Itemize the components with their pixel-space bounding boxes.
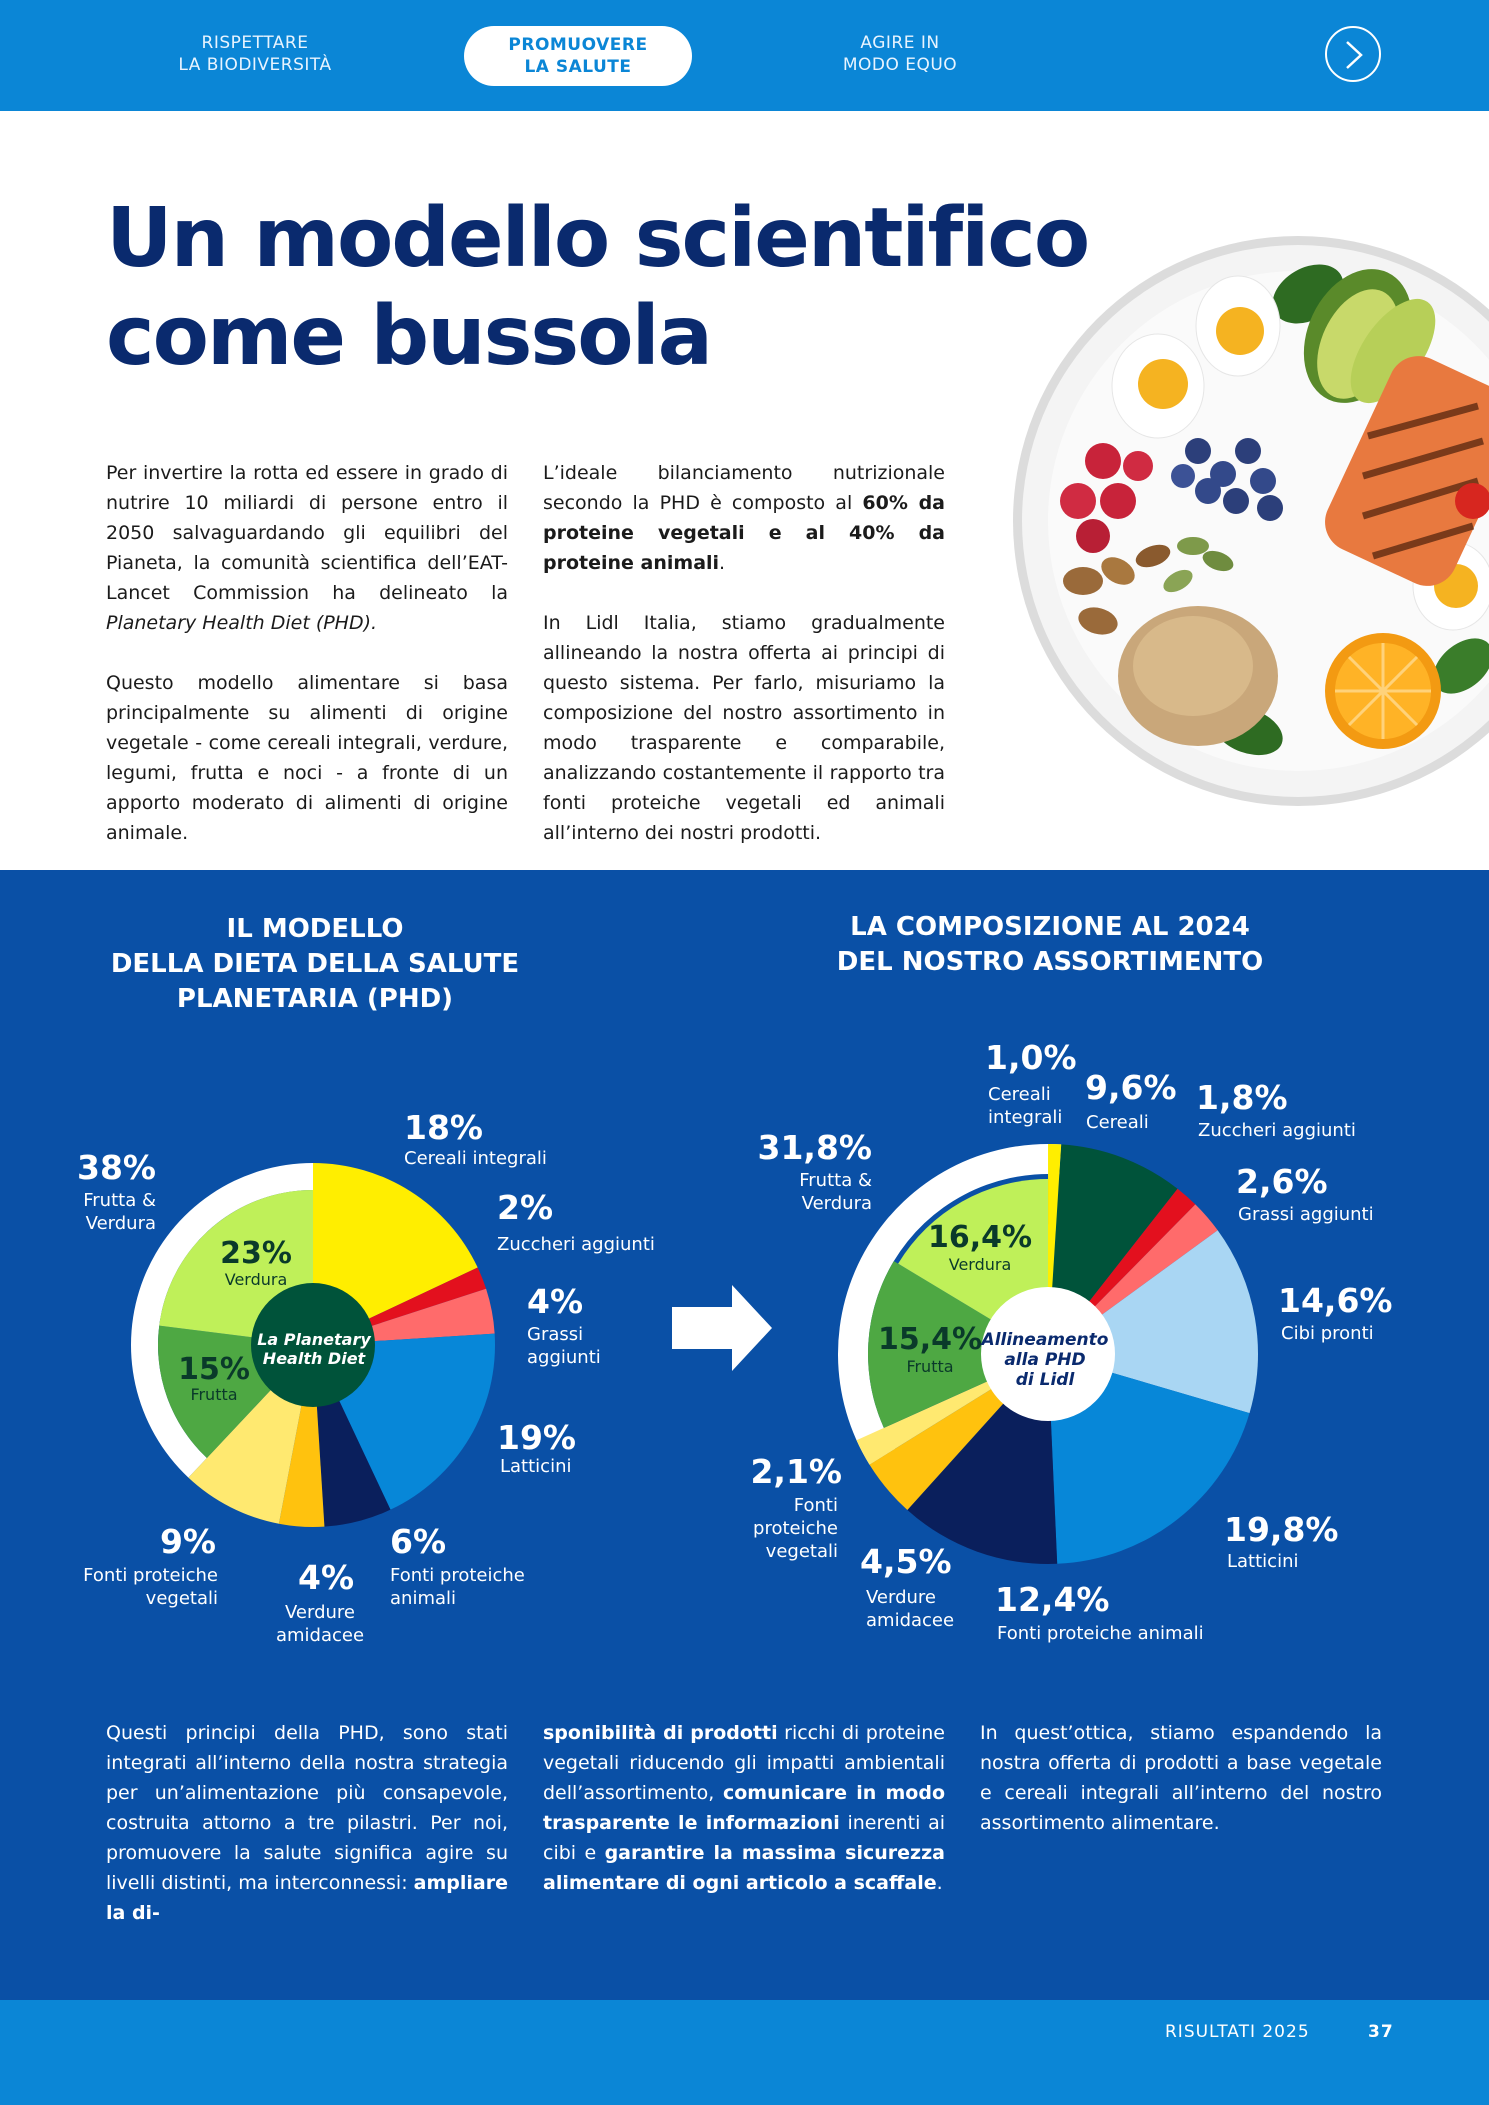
inner-label-verdura: Verdura — [224, 1270, 288, 1289]
chart-2-title: LA COMPOSIZIONE AL 2024 DEL NOSTRO ASSOR… — [836, 912, 1264, 977]
intro-paragraph: Questo modello alimentare si basa princi… — [106, 672, 508, 844]
bottom-column-1: Questi principi della PHD, sono stati in… — [106, 1722, 508, 1924]
slice-label-cibi-pronti-2024: Cibi pronti — [1281, 1323, 1374, 1344]
pct-label-grassi-aggiunti: 4% — [527, 1282, 584, 1321]
chart-1-center-label: La Planetary Health Diet — [257, 1330, 371, 1368]
pct-label-cereali-integrali: 18% — [404, 1108, 483, 1147]
bottom-column-3: In quest’ottica, stiamo espandendo la no… — [980, 1722, 1382, 1834]
pct-label-fonti-proteiche-vegetali: 9% — [159, 1522, 216, 1561]
slice-label-zuccheri-2024: Zuccheri aggiunti — [1198, 1120, 1356, 1141]
slice-label-cereali-integrali: Cereali integrali — [404, 1148, 547, 1169]
page-title: Un modello scientifico come bussola — [106, 191, 1090, 384]
pct-label-zuccheri-2024: 1,8% — [1196, 1078, 1288, 1117]
chevron-right-icon — [1346, 41, 1363, 69]
pct-label-amidacee-2024: 4,5% — [860, 1542, 952, 1581]
tab-promuovere-la-salute[interactable]: PROMUOVERE LA SALUTE — [464, 26, 692, 86]
pie-group-ring-frutta-verdura — [838, 1144, 1062, 1465]
slice-label-zuccheri-aggiunti: Zuccheri aggiunti — [497, 1234, 655, 1255]
tab-rispettare-la-biodiversita[interactable]: RISPETTARE LA BIODIVERSITÀ — [178, 33, 332, 75]
footer-section-label: RISULTATI 2025 — [1165, 2022, 1310, 2042]
pct-label-zuccheri-aggiunti: 2% — [497, 1188, 554, 1227]
pie-center-disc — [251, 1283, 375, 1407]
intro-paragraph: L’ideale bilanciamento nutrizionale seco… — [543, 462, 945, 574]
chart-1-title: IL MODELLO DELLA DIETA DELLA SALUTE PLAN… — [110, 914, 520, 1014]
intro-column-1: Per invertire la rotta ed essere in grad… — [106, 458, 508, 878]
inner-label-verdura-2024: Verdura — [948, 1255, 1012, 1274]
chart-2-center-label: Allineamento alla PHD di Lidl — [981, 1330, 1109, 1390]
slice-label-grassi-aggiunti: Grassi aggiunti — [527, 1324, 601, 1368]
pct-label-cereali-integrali-2024: 1,0% — [985, 1038, 1077, 1077]
intro-paragraph: In Lidl Italia, stiamo gradualmente alli… — [543, 612, 945, 844]
slice-label-cereali-integrali-2024: Cereali integrali — [988, 1084, 1063, 1128]
page-footer — [0, 2000, 1489, 2105]
pct-label-latticini: 19% — [497, 1418, 576, 1457]
slice-label-cereali-2024: Cereali — [1086, 1112, 1149, 1133]
tab-agire-in-modo-equo[interactable]: AGIRE IN MODO EQUO — [842, 33, 958, 75]
intro-paragraph: Per invertire la rotta ed essere in grad… — [106, 462, 508, 634]
pct-label-cereali-2024: 9,6% — [1085, 1068, 1177, 1107]
slice-label-frutta-verdura: Frutta & Verdura — [83, 1190, 156, 1234]
slice-label-animali-2024: Fonti proteiche animali — [997, 1623, 1204, 1644]
slice-label-fonti-proteiche-vegetali: Fonti proteiche vegetali — [83, 1565, 218, 1609]
slice-label-vegetali-2024: Fonti proteiche vegetali — [753, 1495, 838, 1562]
inner-pct-frutta-2024: 15,4% — [877, 1322, 983, 1357]
inner-pct-verdura-2024: 16,4% — [927, 1220, 1033, 1255]
arrow-right-icon — [672, 1285, 772, 1371]
pct-label-fonti-proteiche-animali: 6% — [390, 1522, 447, 1561]
slice-label-fonti-proteiche-animali: Fonti proteiche animali — [390, 1565, 525, 1609]
pie-slice-latticini — [1048, 1354, 1250, 1564]
slice-label-frutta-verdura-2024: Frutta & Verdura — [799, 1170, 872, 1214]
intro-column-2: L’ideale bilanciamento nutrizionale seco… — [543, 458, 945, 878]
top-navigation-bar — [0, 0, 1489, 111]
pct-label-animali-2024: 12,4% — [995, 1580, 1110, 1619]
slice-label-latticini-2024: Latticini — [1227, 1551, 1299, 1572]
bottom-column-2: sponibilità di prodotti ricchi di protei… — [543, 1722, 945, 1894]
pie-slice-frutta — [868, 1261, 1048, 1428]
pct-label-vegetali-2024: 2,1% — [750, 1452, 842, 1491]
slice-label-latticini: Latticini — [500, 1456, 572, 1477]
next-page-button[interactable] — [1325, 26, 1381, 82]
inner-pct-verdura: 23% — [220, 1236, 292, 1271]
slice-label-amidacee-2024: Verdure amidacee — [866, 1587, 955, 1631]
pie-group-ring-frutta-verdura — [131, 1163, 313, 1478]
inner-label-frutta: Frutta — [190, 1385, 238, 1404]
page-number: 37 — [1368, 2022, 1394, 2042]
pct-label-verdure-amidacee: 4% — [298, 1558, 355, 1597]
pie-center-disc — [981, 1287, 1115, 1421]
food-plate-image — [1013, 236, 1489, 806]
slice-label-grassi-2024: Grassi aggiunti — [1238, 1204, 1374, 1225]
pct-label-frutta-verdura: 38% — [77, 1148, 156, 1187]
pct-label-latticini-2024: 19,8% — [1224, 1510, 1339, 1549]
pct-label-cibi-pronti-2024: 14,6% — [1278, 1281, 1393, 1320]
pct-label-grassi-2024: 2,6% — [1236, 1162, 1328, 1201]
pct-label-frutta-verdura-2024: 31,8% — [757, 1128, 873, 1167]
inner-pct-frutta: 15% — [178, 1352, 250, 1387]
inner-label-frutta-2024: Frutta — [906, 1357, 954, 1376]
slice-label-verdure-amidacee: Verdure amidacee — [275, 1602, 365, 1646]
